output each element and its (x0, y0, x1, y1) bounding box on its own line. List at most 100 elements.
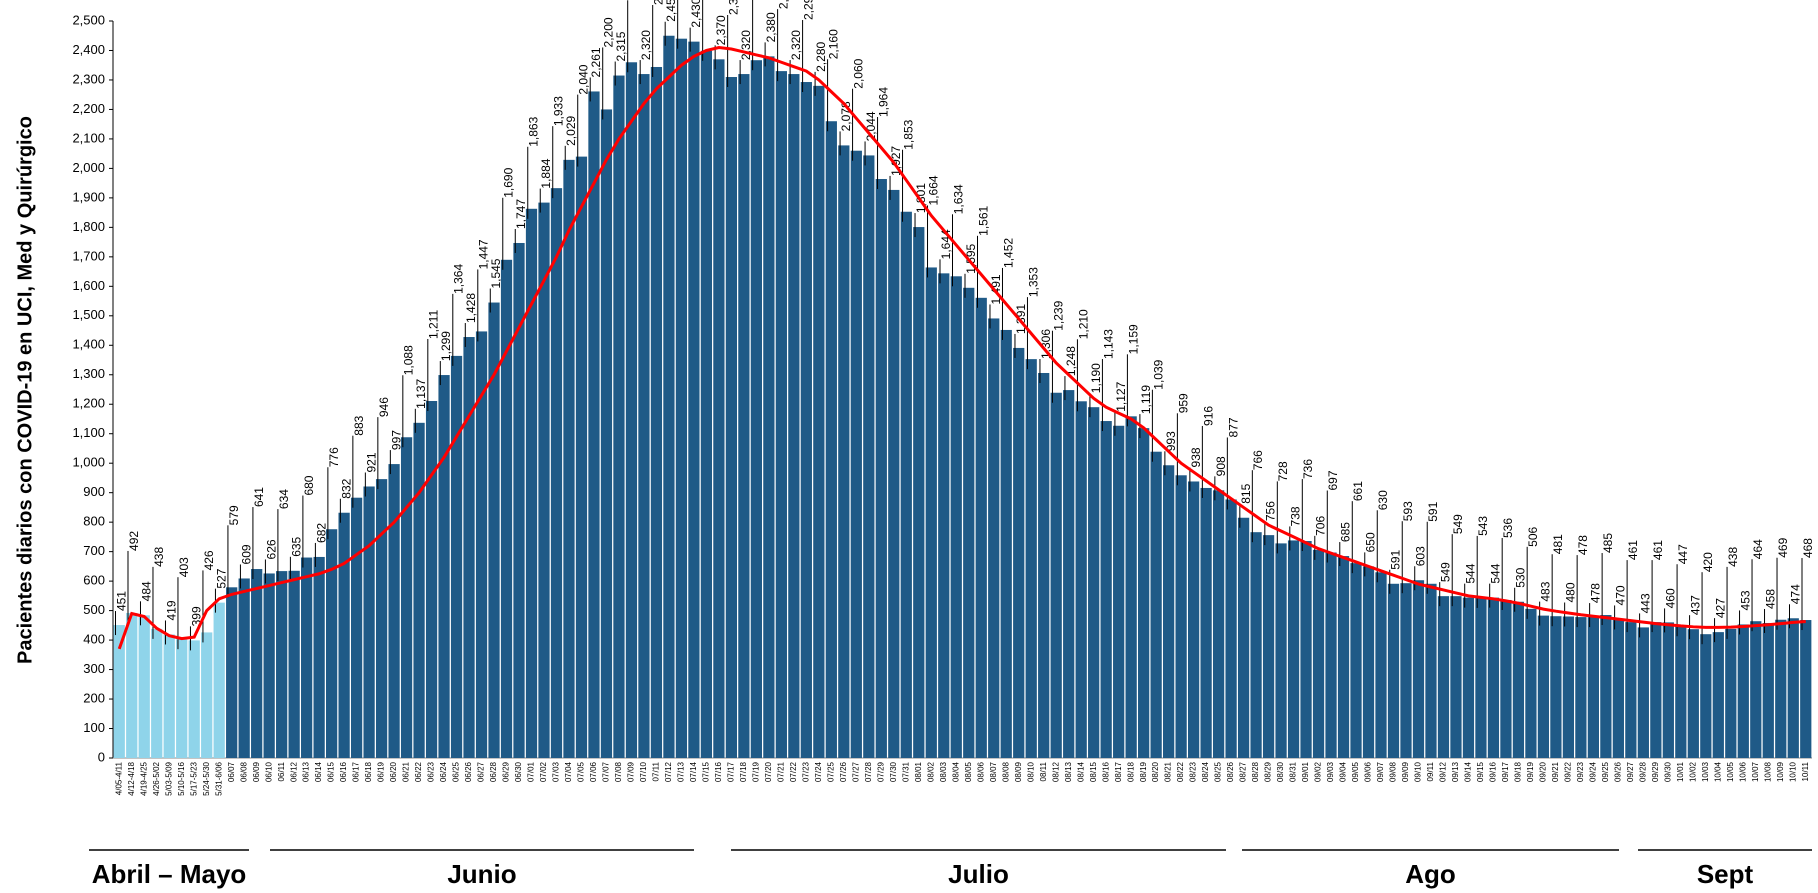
x-tick-label: 09/26 (1613, 761, 1622, 782)
y-tick-label: 300 (83, 661, 105, 676)
bar (1050, 392, 1062, 758)
x-tick-label: 06/29 (502, 761, 511, 782)
bar (1600, 615, 1612, 758)
x-tick-label: 06/22 (414, 761, 423, 782)
y-tick-label: 700 (83, 543, 105, 558)
value-label: 438 (152, 547, 166, 567)
value-label: 1,747 (514, 199, 528, 229)
x-tick-label: 06/12 (289, 761, 298, 782)
bar (738, 74, 750, 758)
value-label: 399 (189, 606, 203, 626)
x-tick-label: 07/27 (851, 761, 860, 782)
bar (1262, 535, 1275, 758)
x-tick-label: 09/09 (1401, 761, 1410, 782)
bar (513, 242, 525, 759)
month-label: Sept (1697, 859, 1754, 889)
value-label: 815 (1239, 483, 1253, 503)
x-tick-label: 08/08 (1001, 761, 1010, 782)
value-label: 469 (1776, 537, 1790, 557)
bar (1163, 465, 1175, 758)
bar (1187, 481, 1200, 758)
value-label: 468 (1801, 538, 1815, 558)
x-tick-label: 10/06 (1738, 761, 1747, 782)
x-tick-label: 07/16 (714, 761, 723, 782)
x-tick-label: 07/02 (539, 761, 548, 782)
value-label: 728 (1276, 461, 1290, 481)
value-label: 480 (1564, 582, 1578, 602)
y-tick-label: 1,200 (72, 396, 105, 411)
x-tick-label: 10/04 (1713, 761, 1722, 782)
value-label: 2,315 (614, 31, 628, 61)
value-label: 438 (1726, 547, 1740, 567)
bar (688, 41, 700, 759)
bar (1113, 425, 1125, 758)
value-label: 549 (1451, 514, 1465, 534)
bar (663, 35, 675, 759)
y-tick-label: 1,000 (72, 455, 105, 470)
x-tick-label: 07/25 (826, 761, 835, 782)
x-tick-label: 09/10 (1414, 761, 1423, 782)
value-label: 593 (1401, 501, 1415, 521)
value-label: 485 (1601, 533, 1615, 553)
value-label: 530 (1514, 567, 1528, 587)
y-tick-label: 600 (83, 573, 105, 588)
month-label: Abril – Mayo (92, 859, 247, 889)
bar (1088, 407, 1100, 758)
bar (863, 155, 875, 758)
value-label: 2,261 (589, 47, 603, 77)
bar (1350, 563, 1362, 758)
bar (675, 38, 688, 759)
x-tick-label: 09/08 (1389, 761, 1398, 782)
y-tick-label: 1,700 (72, 248, 105, 263)
x-tick-label: 07/18 (739, 761, 748, 782)
bar (1412, 580, 1425, 758)
bar (1662, 622, 1674, 758)
x-tick-label: 08/12 (1051, 761, 1060, 782)
x-tick-label: 5/03-5/09 (164, 761, 173, 795)
bar (276, 571, 288, 758)
bar (875, 179, 887, 758)
bar (213, 602, 225, 758)
value-label: 756 (1264, 501, 1278, 521)
x-tick-label: 08/09 (1014, 761, 1023, 782)
x-tick-label: 06/07 (227, 761, 236, 782)
x-tick-label: 06/08 (239, 761, 248, 782)
value-label: 921 (364, 452, 378, 472)
value-label: 443 (1639, 593, 1653, 613)
bar (838, 145, 850, 759)
x-tick-label: 09/27 (1626, 761, 1635, 782)
x-tick-label: 07/09 (627, 761, 636, 782)
x-tick-label: 5/10-5/16 (177, 761, 186, 795)
value-label: 484 (139, 581, 153, 601)
value-label: 470 (1614, 585, 1628, 605)
bar (563, 159, 575, 758)
value-label: 1,561 (976, 205, 990, 235)
value-label: 2,430 (689, 0, 703, 28)
x-tick-label: 08/13 (1064, 761, 1073, 782)
value-label: 461 (1626, 540, 1640, 560)
value-label: 2,370 (714, 15, 728, 45)
bar (325, 529, 338, 758)
x-tick-label: 06/19 (377, 761, 386, 782)
value-label: 1,664 (926, 175, 940, 205)
bar (1475, 597, 1487, 758)
bar (538, 202, 550, 758)
x-tick-label: 07/15 (702, 761, 711, 782)
x-tick-label: 07/04 (564, 761, 573, 782)
value-label: 1,634 (951, 184, 965, 214)
bar (700, 50, 713, 759)
x-tick-label: 08/11 (1039, 761, 1048, 781)
value-label: 492 (127, 531, 141, 551)
x-tick-label: 06/28 (489, 761, 498, 782)
value-label: 946 (377, 397, 391, 417)
bar (550, 188, 563, 758)
bar (1762, 622, 1774, 758)
bar (1500, 599, 1512, 758)
value-label: 738 (1289, 506, 1303, 526)
bar (201, 632, 213, 758)
y-tick-label: 0 (98, 749, 105, 764)
x-tick-label: 08/19 (1139, 761, 1148, 782)
bar (750, 60, 762, 759)
value-label: 474 (1788, 584, 1802, 604)
